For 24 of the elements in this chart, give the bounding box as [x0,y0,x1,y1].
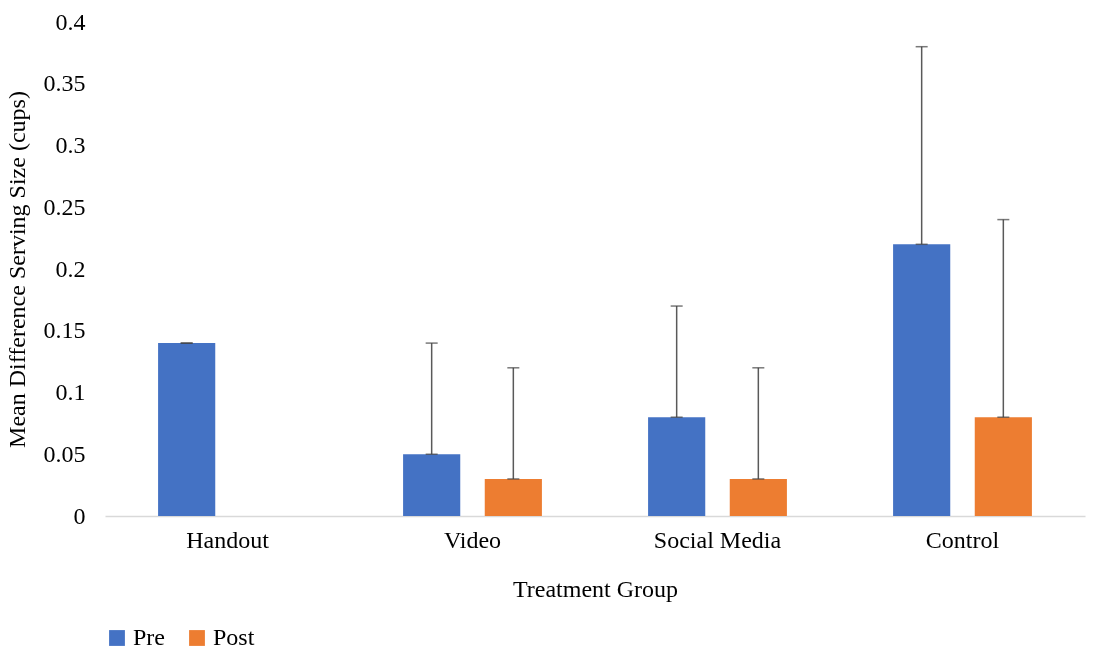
bar [158,343,216,516]
y-tick-label: 0.05 [43,440,86,467]
x-axis-title: Treatment Group [512,575,679,602]
y-axis-title: Mean Difference Serving Size (cups) [3,91,30,448]
y-tick-label: 0.15 [43,317,86,344]
y-tick-label: 0.4 [55,8,86,35]
bar [403,454,461,516]
x-tick-label: Control [925,526,1000,553]
bar [484,478,542,516]
legend-label: Post [213,624,255,650]
legend-label: Pre [133,624,165,650]
bar [648,417,706,516]
x-tick-label: Handout [186,526,270,553]
y-tick-label: 0.3 [55,132,86,158]
x-tick-label: Video [443,526,502,553]
bar [729,478,787,516]
y-tick-label: 0.1 [55,379,86,405]
y-tick-label: 0.25 [43,193,86,220]
y-tick-label: 0 [73,502,86,529]
bar [893,244,951,516]
bar [974,417,1032,516]
x-tick-label: Social Media [653,526,782,553]
y-tick-label: 0.2 [55,255,86,282]
y-tick-label: 0.35 [43,70,86,97]
